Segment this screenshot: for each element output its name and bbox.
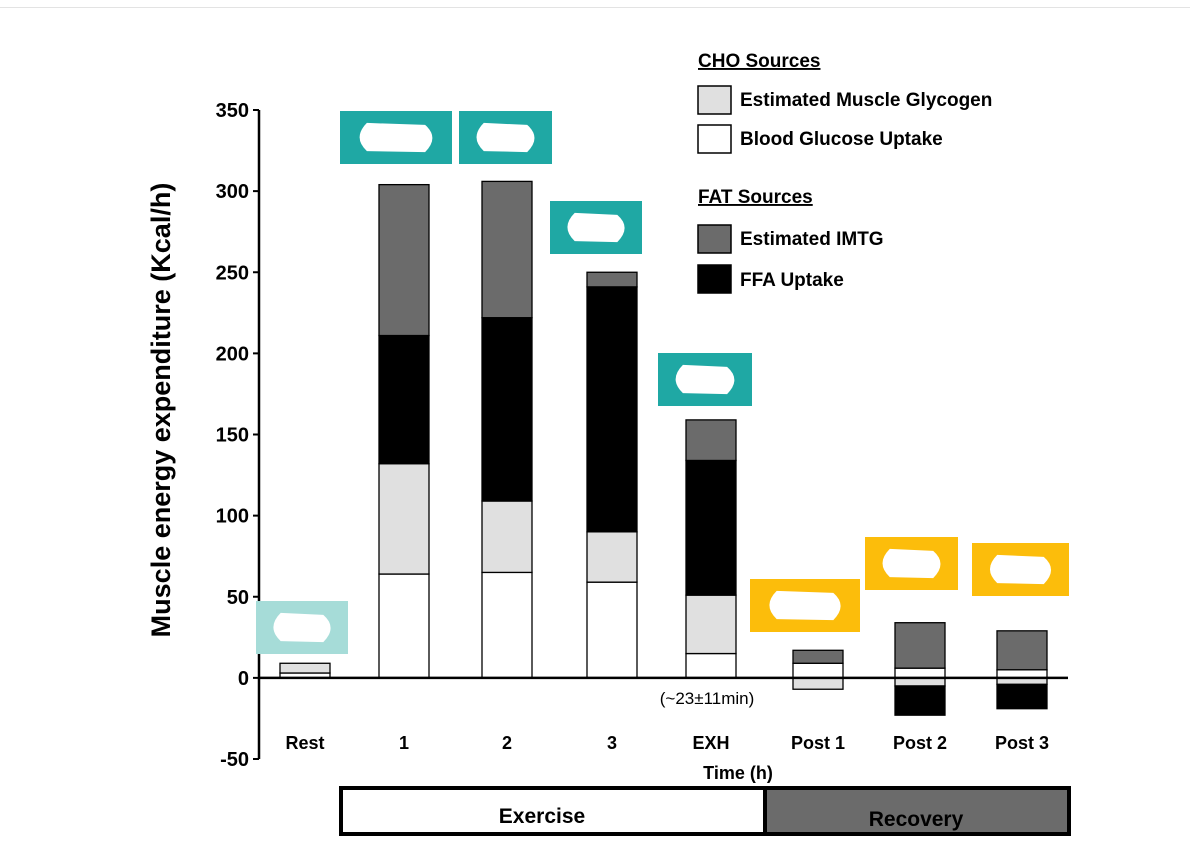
legend-heading-fat: FAT Sources (698, 187, 813, 208)
redaction-hour2-blot (476, 122, 535, 153)
redaction-rest (256, 601, 348, 654)
redaction-hour1 (340, 111, 452, 164)
bar-segment-post-3-estimated-imtg (996, 630, 1048, 671)
bar-segment-exh-ffa-uptake (685, 459, 737, 596)
bar-segment-exh-estimated-imtg (685, 419, 737, 462)
redaction-post3-blot (989, 554, 1052, 585)
y-tick-label-50: 50 (227, 587, 249, 609)
bar-segment-rest-estimated-muscle-glycogen (279, 662, 331, 674)
top-divider (0, 7, 1190, 8)
bar-segment-1-estimated-muscle-glycogen (378, 463, 430, 575)
exh-duration-annotation: (~23±11min) (660, 689, 755, 708)
bar-segment-3-estimated-imtg (586, 271, 638, 288)
x-tick-label-exh: EXH (692, 733, 729, 753)
bar-segment-1-estimated-imtg (378, 183, 430, 337)
y-tick-label-150: 150 (216, 425, 249, 447)
y-tick-label-0: 0 (238, 668, 249, 690)
y-tick-label-250: 250 (216, 262, 249, 284)
redaction-post2 (865, 537, 958, 590)
bar-segment-post-2-ffa-uptake (894, 685, 946, 716)
x-tick-label-post-1: Post 1 (791, 733, 845, 753)
bar-segment-post-1-blood-glucose-uptake (792, 662, 844, 679)
x-tick-label-1: 1 (399, 733, 409, 753)
bar-segment-2-blood-glucose-uptake (481, 571, 533, 679)
bar-segment-2-ffa-uptake (481, 317, 533, 502)
phase-exercise-label: Exercise (499, 805, 585, 828)
bar-segment-3-estimated-muscle-glycogen (586, 531, 638, 583)
y-tick-label-50: -50 (220, 749, 249, 771)
axes-layer: 350 300 250 200 150 100 50 0 -50 Rest 1 2 3 EXH Post 1… (216, 100, 1068, 771)
bar-segment-3-ffa-uptake (586, 286, 638, 533)
legend-swatch-glucose (697, 124, 732, 154)
legend-swatch-glycogen (697, 85, 732, 115)
x-tick-label-3: 3 (607, 733, 617, 753)
redaction-hour1-blot (359, 122, 433, 153)
phase-recovery-box (763, 786, 1071, 836)
bar-segment-1-blood-glucose-uptake (378, 573, 430, 679)
legend: CHO Sources Estimated Muscle Glycogen Bl… (697, 51, 992, 294)
y-tick-label-350: 350 (216, 100, 249, 122)
redaction-post3 (972, 543, 1069, 596)
legend-swatch-imtg (697, 224, 732, 254)
x-tick-label-rest: Rest (285, 733, 324, 753)
y-tick-label-200: 200 (216, 343, 249, 365)
redaction-post1 (750, 579, 860, 632)
phase-exercise-box (339, 786, 767, 836)
y-axis-label: Muscle energy expenditure (Kcal/h) (146, 183, 176, 638)
redaction-layer (256, 111, 1069, 654)
redaction-hour3 (550, 201, 642, 254)
bar-segment-exh-blood-glucose-uptake (685, 652, 737, 679)
y-tick-label-100: 100 (216, 506, 249, 528)
legend-heading-cho: CHO Sources (698, 51, 820, 72)
bar-segment-post-3-ffa-uptake (996, 683, 1048, 710)
bar-segment-post-2-estimated-imtg (894, 622, 946, 669)
bar-segment-exh-estimated-muscle-glycogen (685, 594, 737, 655)
x-axis-label: Time (h) (703, 763, 773, 783)
x-tick-label-post-2: Post 2 (893, 733, 947, 753)
legend-label-ffa: FFA Uptake (740, 270, 844, 291)
bar-segment-2-estimated-muscle-glycogen (481, 500, 533, 574)
bar-segment-3-blood-glucose-uptake (586, 581, 638, 679)
bars-layer (279, 180, 1048, 716)
legend-label-glucose: Blood Glucose Uptake (740, 129, 943, 150)
redaction-post2-blot (882, 548, 941, 579)
redaction-post1-blot (769, 590, 841, 621)
legend-label-imtg: Estimated IMTG (740, 229, 884, 250)
bar-segment-2-estimated-imtg (481, 180, 533, 319)
redaction-exh (658, 353, 752, 406)
bar-segment-1-ffa-uptake (378, 334, 430, 465)
legend-swatch-ffa (697, 264, 732, 294)
redaction-rest-blot (273, 612, 331, 643)
bar-segment-post-2-blood-glucose-uptake (894, 667, 946, 679)
y-tick-label-300: 300 (216, 181, 249, 203)
phase-recovery-label: Recovery (869, 808, 964, 831)
redaction-hour2 (459, 111, 552, 164)
legend-label-glycogen: Estimated Muscle Glycogen (740, 90, 992, 111)
bar-segment-post-1-estimated-muscle-glycogen (792, 677, 844, 690)
redaction-exh-blot (675, 364, 735, 395)
x-tick-label-post-3: Post 3 (995, 733, 1049, 753)
bar-segment-post-1-estimated-imtg (792, 649, 844, 664)
phase-bar: Exercise Recovery (339, 786, 1071, 836)
redaction-hour3-blot (567, 212, 625, 243)
x-tick-label-2: 2 (502, 733, 512, 753)
